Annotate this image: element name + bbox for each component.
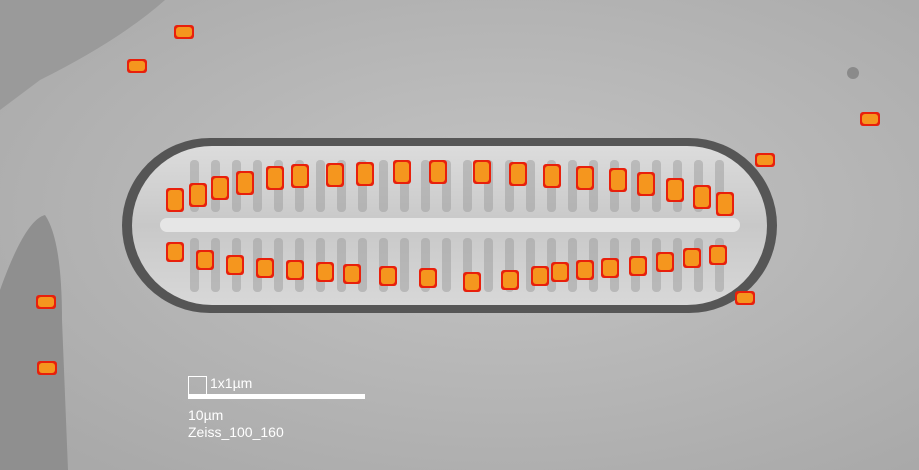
- particle: [213, 178, 227, 198]
- particle: [533, 268, 547, 284]
- particle: [129, 61, 145, 71]
- particle: [475, 162, 489, 182]
- particle: [545, 166, 559, 186]
- stria: [253, 160, 262, 212]
- particle: [318, 264, 332, 280]
- particle: [176, 27, 192, 37]
- stria: [274, 238, 283, 292]
- particle: [711, 247, 725, 263]
- particle: [658, 254, 672, 270]
- particle: [757, 155, 773, 165]
- stria: [421, 160, 430, 212]
- particle: [198, 252, 212, 268]
- particle: [168, 190, 182, 210]
- stria: [316, 160, 325, 212]
- particle: [668, 180, 682, 200]
- particle: [578, 262, 592, 278]
- neighbor-diatom-top-left: [0, 0, 165, 110]
- particle: [611, 170, 625, 190]
- particle: [685, 250, 699, 266]
- stria: [400, 238, 409, 292]
- stria: [442, 238, 451, 292]
- particle: [228, 257, 242, 273]
- particle: [358, 164, 372, 184]
- stria: [379, 160, 388, 212]
- particle: [293, 166, 307, 186]
- stria: [484, 238, 493, 292]
- unit-box-label: 1x1µm: [210, 375, 253, 391]
- particle: [603, 260, 617, 276]
- particle: [511, 164, 525, 184]
- particle: [328, 165, 342, 185]
- stria: [568, 238, 577, 292]
- particle: [718, 194, 732, 214]
- stria: [526, 160, 535, 212]
- neighbor-diatom-left: [0, 215, 68, 470]
- particle: [503, 272, 517, 288]
- unit-box: [188, 376, 207, 395]
- particle: [345, 266, 359, 282]
- stria: [631, 160, 640, 212]
- particle: [465, 274, 479, 290]
- scale-bar-label: 10µm: [188, 407, 224, 423]
- stria: [463, 160, 472, 212]
- particle: [191, 185, 205, 205]
- particle: [258, 260, 272, 276]
- particle: [238, 173, 252, 193]
- particle: [268, 168, 282, 188]
- particle: [737, 293, 753, 303]
- particle: [631, 258, 645, 274]
- particle: [431, 162, 445, 182]
- particle: [421, 270, 435, 286]
- stria: [652, 160, 661, 212]
- particle: [553, 264, 567, 280]
- stria: [568, 160, 577, 212]
- scale-bar: [188, 394, 365, 399]
- particle: [862, 114, 878, 124]
- particle: [288, 262, 302, 278]
- particle: [38, 297, 54, 307]
- stria: [673, 238, 682, 292]
- raphe: [160, 218, 740, 232]
- particle: [395, 162, 409, 182]
- particle: [639, 174, 653, 194]
- particle: [695, 187, 709, 207]
- particle: [578, 168, 592, 188]
- particle: [39, 363, 55, 373]
- particle: [381, 268, 395, 284]
- particle: [168, 244, 182, 260]
- objective-label: Zeiss_100_160: [188, 424, 284, 440]
